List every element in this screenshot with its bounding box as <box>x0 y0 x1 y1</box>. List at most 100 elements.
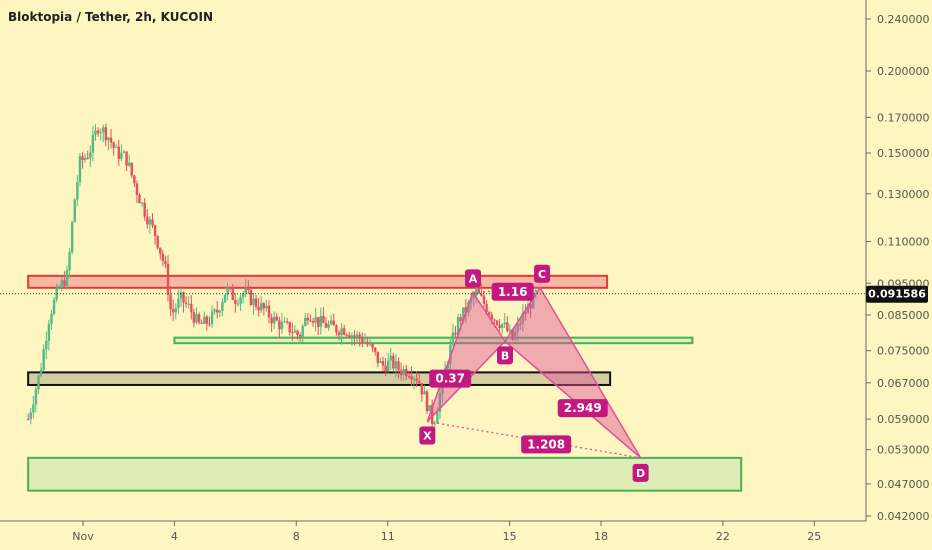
candle-body <box>138 194 141 204</box>
candle-body <box>210 311 214 324</box>
target-zone-green[interactable] <box>27 456 743 492</box>
candle-body <box>200 322 203 324</box>
candle-body <box>236 303 240 305</box>
pattern-point-a-badge[interactable] <box>465 269 482 288</box>
candle-body <box>34 389 38 405</box>
candle-body <box>70 221 74 253</box>
candle-body <box>133 175 136 184</box>
pattern-point-d-label: D <box>636 467 645 480</box>
y-tick-label: 0.150000 <box>877 147 930 160</box>
candle-body <box>327 324 330 328</box>
ratio-label-badge[interactable] <box>491 282 534 301</box>
candle-body <box>78 156 82 182</box>
candle-body <box>262 303 266 309</box>
candle-body <box>164 260 167 265</box>
candle-body <box>301 325 304 337</box>
candle-body <box>280 321 284 330</box>
candle-body <box>500 324 504 329</box>
x-tick-label: 8 <box>293 530 300 543</box>
pattern-point-b-badge[interactable] <box>497 346 514 365</box>
candle-body <box>37 375 40 390</box>
candle-body <box>415 378 418 381</box>
x-tick-label: 18 <box>594 530 608 543</box>
pattern-triangle-xab[interactable] <box>426 290 506 423</box>
candle-body <box>197 314 201 323</box>
candle-body <box>332 320 335 326</box>
candle-body <box>205 316 209 324</box>
candle-body <box>221 302 224 311</box>
candle-body <box>55 288 58 300</box>
candle-body <box>50 313 53 325</box>
candle-body <box>459 317 462 322</box>
candle-body <box>187 303 190 305</box>
ratio-label-text: 0.37 <box>435 372 465 386</box>
candle-body <box>177 298 180 309</box>
y-tick-label: 0.130000 <box>877 188 930 201</box>
candle-body <box>159 247 162 254</box>
candle-body <box>402 369 405 376</box>
candle-body <box>392 355 395 369</box>
candle-body <box>407 376 411 378</box>
candle-body <box>508 329 512 332</box>
candle-body <box>420 383 424 395</box>
candle-body <box>329 320 333 325</box>
last-price-label: 0.091586 <box>868 288 926 301</box>
support-zone-black[interactable] <box>27 371 612 386</box>
pattern-point-d-badge[interactable] <box>632 463 649 482</box>
candle-body <box>195 314 198 323</box>
candle-body <box>109 137 113 143</box>
ratio-label-badge[interactable] <box>557 399 608 418</box>
candle-body <box>436 412 439 424</box>
candle-body <box>275 316 278 321</box>
dashed-line-xd <box>427 420 641 459</box>
candle-body <box>526 304 530 314</box>
y-tick-label: 0.067000 <box>877 377 930 390</box>
candle-body <box>477 289 481 294</box>
candle-body <box>241 293 245 298</box>
candle-body <box>99 132 102 134</box>
candle-body <box>495 320 499 325</box>
candle-body <box>254 298 258 307</box>
candle-body <box>151 219 154 226</box>
ratio-label-text: 1.208 <box>527 437 565 451</box>
candle-body <box>63 280 66 286</box>
support-zone-green-mid[interactable] <box>173 336 694 345</box>
candle-body <box>366 341 369 345</box>
candle-body <box>143 202 146 217</box>
labels-layer: X A B C D 1.16 0.37 2.949 1.208 <box>419 264 649 482</box>
pattern-point-x-badge[interactable] <box>419 426 436 445</box>
candle-body <box>374 347 377 352</box>
candle-body <box>322 316 325 323</box>
candle-body <box>324 322 328 328</box>
candle-body <box>376 351 380 363</box>
candle-body <box>58 287 61 289</box>
candle-body <box>182 292 185 303</box>
candle-body <box>156 236 159 248</box>
pattern-point-c-label: C <box>538 268 546 281</box>
candle-body <box>107 137 110 141</box>
candle-body <box>140 202 144 204</box>
candle-body <box>462 307 465 322</box>
candle-body <box>412 378 416 380</box>
candle-body <box>47 324 51 341</box>
candle-body <box>102 127 105 133</box>
candle-body <box>273 316 276 324</box>
ratio-label-badge[interactable] <box>521 435 572 454</box>
y-tick-label: 0.110000 <box>877 235 930 248</box>
candle-body <box>438 393 442 413</box>
x-tick-label: 4 <box>171 530 178 543</box>
ratio-label-badge[interactable] <box>429 369 472 388</box>
candle-body <box>304 317 307 326</box>
candle-body <box>117 146 121 159</box>
candle-body <box>454 332 457 335</box>
candle-body <box>252 298 255 305</box>
resistance-zone[interactable] <box>27 274 609 289</box>
candle-body <box>249 290 253 305</box>
pattern-point-c-badge[interactable] <box>534 264 551 283</box>
y-tick-label: 0.059000 <box>877 413 930 426</box>
y-tick-label: 0.240000 <box>877 13 930 26</box>
candle-body <box>480 293 483 296</box>
candle-body <box>363 341 367 343</box>
candle-body <box>218 310 222 313</box>
